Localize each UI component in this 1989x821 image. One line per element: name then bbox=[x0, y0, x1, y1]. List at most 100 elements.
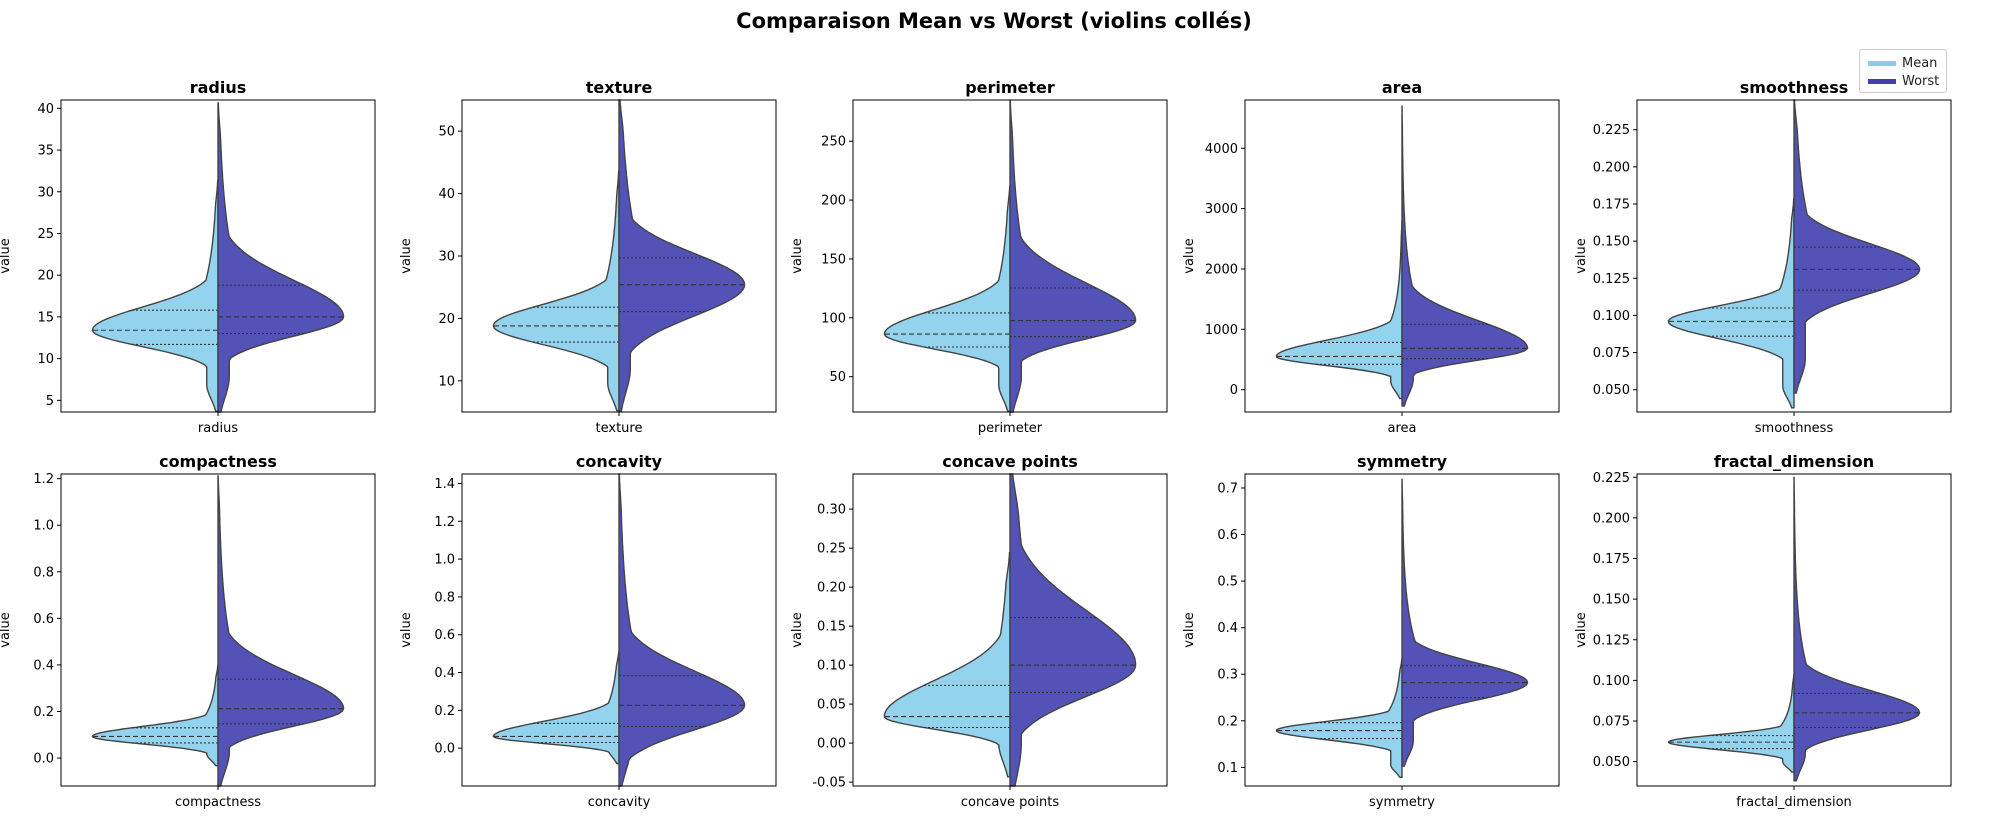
y-tick-label-compactness: 0.0 bbox=[33, 752, 54, 767]
y-tick-label-fractal-dimension: 0.050 bbox=[1593, 755, 1630, 770]
y-tick-label-fractal-dimension: 0.075 bbox=[1593, 715, 1630, 730]
y-tick-label-concavity: 0.4 bbox=[434, 666, 455, 681]
y-tick-label-smoothness: 0.125 bbox=[1593, 272, 1630, 287]
panel-smoothness: 0.050 0.075 0.100 0.125 0.150 0.175 0.200 0.225… bbox=[1574, 78, 1952, 436]
y-tick-label-radius: 40 bbox=[37, 102, 54, 117]
y-tick-label-perimeter: 50 bbox=[829, 370, 846, 385]
panel-title-area: area bbox=[1382, 78, 1422, 97]
panel-compactness: 0.0 0.2 0.4 0.6 0.8 1.0 1.2 compactness compactn… bbox=[0, 452, 376, 810]
violin-worst-perimeter bbox=[1009, 100, 1137, 413]
panel-texture: 10 20 30 40 50 texture texture value bbox=[399, 78, 777, 436]
y-tick-label-compactness: 0.8 bbox=[33, 565, 54, 580]
violin-worst-fractal-dimension bbox=[1793, 476, 1921, 782]
y-tick-label-concavity: 1.2 bbox=[434, 515, 455, 530]
violin-worst-texture bbox=[618, 99, 746, 413]
x-tick-label-smoothness: smoothness bbox=[1755, 421, 1834, 436]
y-tick-label-compactness: 1.2 bbox=[33, 472, 54, 487]
panel-fractal-dimension: 0.050 0.075 0.100 0.125 0.150 0.175 0.200 0.225… bbox=[1574, 452, 1952, 810]
violin-mean-concave-points bbox=[883, 551, 1011, 778]
panel-area: 0 1000 2000 3000 4000 area area value bbox=[1182, 78, 1560, 436]
panel-title-radius: radius bbox=[190, 78, 247, 97]
x-tick-label-radius: radius bbox=[198, 421, 238, 436]
y-axis-label-radius: value bbox=[0, 238, 13, 274]
y-tick-label-texture: 10 bbox=[438, 374, 455, 389]
y-tick-label-radius: 25 bbox=[37, 227, 54, 242]
violin-worst-concavity bbox=[618, 473, 746, 787]
violin-mean-texture bbox=[492, 169, 620, 412]
panel-title-concave-points: concave points bbox=[942, 452, 1078, 471]
violin-mean-symmetry bbox=[1275, 658, 1403, 778]
y-tick-label-symmetry: 0.1 bbox=[1217, 761, 1238, 776]
y-tick-label-smoothness: 0.225 bbox=[1593, 123, 1630, 138]
y-tick-label-texture: 30 bbox=[438, 250, 455, 265]
panel-title-texture: texture bbox=[586, 78, 653, 97]
y-tick-label-smoothness: 0.150 bbox=[1593, 235, 1630, 250]
y-tick-label-fractal-dimension: 0.175 bbox=[1593, 552, 1630, 567]
y-tick-label-radius: 5 bbox=[46, 394, 54, 409]
y-tick-label-fractal-dimension: 0.125 bbox=[1593, 633, 1630, 648]
y-tick-label-area: 1000 bbox=[1205, 323, 1238, 338]
y-tick-label-texture: 50 bbox=[438, 125, 455, 140]
violin-mean-compactness bbox=[91, 664, 219, 767]
legend-label-mean: Mean bbox=[1902, 55, 1938, 71]
y-tick-label-concavity: 0.6 bbox=[434, 628, 455, 643]
violin-worst-symmetry bbox=[1401, 478, 1529, 767]
y-tick-label-concave-points: 0.00 bbox=[817, 737, 846, 752]
panel-title-fractal-dimension: fractal_dimension bbox=[1714, 452, 1874, 471]
y-tick-label-symmetry: 0.5 bbox=[1217, 575, 1238, 590]
y-tick-label-smoothness: 0.075 bbox=[1593, 346, 1630, 361]
y-tick-label-area: 4000 bbox=[1205, 142, 1238, 157]
y-axis-label-concavity: value bbox=[399, 612, 414, 648]
y-tick-label-symmetry: 0.7 bbox=[1217, 481, 1238, 496]
x-tick-label-concave-points: concave points bbox=[961, 795, 1059, 810]
panel-title-symmetry: symmetry bbox=[1357, 452, 1448, 471]
violin-worst-concave-points bbox=[1009, 473, 1137, 787]
y-tick-label-concavity: 1.0 bbox=[434, 553, 455, 568]
panel-concave-points: -0.05 0.00 0.05 0.10 0.15 0.20 0.25 0.30 concave… bbox=[790, 452, 1168, 810]
legend-item-mean: Mean bbox=[1868, 55, 1937, 71]
y-tick-label-smoothness: 0.175 bbox=[1593, 198, 1630, 213]
y-tick-label-symmetry: 0.3 bbox=[1217, 668, 1238, 683]
y-tick-label-radius: 30 bbox=[37, 185, 54, 200]
y-tick-label-concavity: 1.4 bbox=[434, 477, 455, 492]
y-tick-label-perimeter: 250 bbox=[821, 135, 846, 150]
y-tick-label-symmetry: 0.4 bbox=[1217, 621, 1238, 636]
y-tick-label-texture: 40 bbox=[438, 187, 455, 202]
y-tick-label-smoothness: 0.100 bbox=[1593, 309, 1630, 324]
y-tick-label-smoothness: 0.050 bbox=[1593, 383, 1630, 398]
x-tick-label-perimeter: perimeter bbox=[978, 421, 1043, 436]
violin-mean-radius bbox=[91, 179, 219, 412]
y-tick-label-concave-points: -0.05 bbox=[812, 776, 846, 791]
y-tick-label-concavity: 0.2 bbox=[434, 704, 455, 719]
y-tick-label-perimeter: 150 bbox=[821, 252, 846, 267]
y-tick-label-area: 2000 bbox=[1205, 262, 1238, 277]
y-tick-label-concave-points: 0.30 bbox=[817, 503, 846, 518]
violin-mean-fractal-dimension bbox=[1667, 673, 1795, 773]
legend-swatch-mean bbox=[1868, 60, 1896, 66]
y-tick-label-concave-points: 0.15 bbox=[817, 620, 846, 635]
y-tick-label-area: 3000 bbox=[1205, 202, 1238, 217]
legend-swatch-worst bbox=[1868, 78, 1896, 84]
violin-mean-smoothness bbox=[1667, 198, 1795, 409]
panel-radius: 5 10 15 20 25 30 35 40 radius radius value bbox=[0, 78, 376, 436]
violin-mean-area bbox=[1275, 220, 1403, 400]
y-tick-label-concavity: 0.0 bbox=[434, 742, 455, 757]
y-tick-label-concave-points: 0.25 bbox=[817, 542, 846, 557]
y-tick-label-perimeter: 100 bbox=[821, 311, 846, 326]
y-tick-label-compactness: 0.4 bbox=[33, 658, 54, 673]
y-tick-label-radius: 15 bbox=[37, 310, 54, 325]
x-tick-label-fractal-dimension: fractal_dimension bbox=[1736, 795, 1852, 810]
panel-title-smoothness: smoothness bbox=[1740, 78, 1849, 97]
violin-mean-perimeter bbox=[883, 185, 1011, 412]
y-axis-label-concave-points: value bbox=[790, 612, 805, 648]
y-axis-label-texture: value bbox=[399, 238, 414, 274]
legend-item-worst: Worst bbox=[1868, 73, 1939, 89]
panels: 5 10 15 20 25 30 35 40 radius radius value 10 20 30 40… bbox=[0, 78, 1952, 810]
panel-perimeter: 50 100 150 200 250 perimeter perimeter value bbox=[790, 78, 1168, 436]
y-tick-label-texture: 20 bbox=[438, 312, 455, 327]
y-tick-label-concave-points: 0.20 bbox=[817, 581, 846, 596]
x-tick-label-symmetry: symmetry bbox=[1369, 795, 1435, 810]
y-tick-label-radius: 10 bbox=[37, 352, 54, 367]
y-tick-label-concavity: 0.8 bbox=[434, 590, 455, 605]
